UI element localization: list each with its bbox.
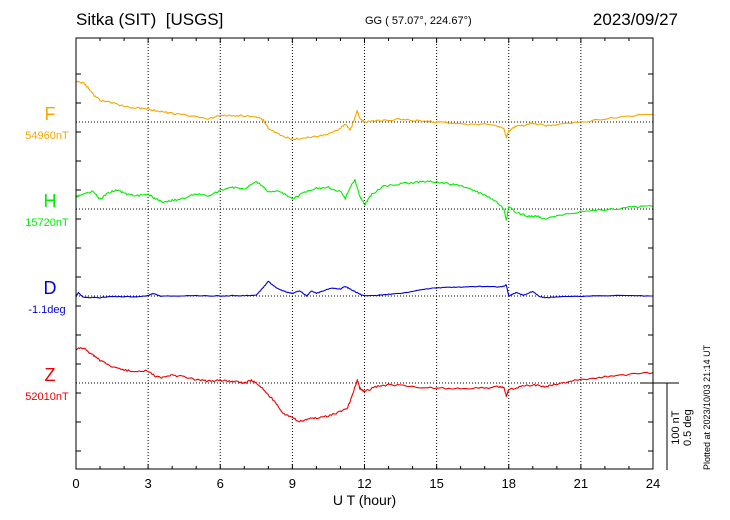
- series-line-F: [75, 80, 654, 141]
- plot-date: 2023/09/27: [592, 10, 678, 29]
- station-name: Sitka (SIT): [76, 10, 157, 29]
- channel-baseline-Z: 52010nT: [25, 391, 69, 403]
- x-tick-label: 12: [357, 476, 371, 491]
- series-line-D: [75, 280, 653, 299]
- grid-lines: [76, 38, 653, 469]
- channel-baseline-H: 15720nT: [25, 217, 69, 229]
- series-line-Z: [75, 347, 654, 423]
- channel-name-Z: Z: [45, 365, 56, 385]
- plotted-timestamp: Plotted at 2023/10/03 21:14 UT: [702, 344, 712, 470]
- x-tick-label: 18: [502, 476, 516, 491]
- scale-bar: [641, 382, 679, 470]
- data-source: [USGS]: [165, 10, 224, 29]
- channel-baseline-D: -1.1deg: [28, 304, 65, 316]
- channel-name-F: F: [45, 104, 56, 124]
- channel-baseline-F: 54960nT: [25, 130, 69, 142]
- x-tick-label: 3: [145, 476, 152, 491]
- axis-ticks: 0 3 6 9 12 15 18 21 24 U T (hour): [72, 38, 660, 508]
- x-tick-label: 24: [646, 476, 660, 491]
- geographic-coords: GG ( 57.07°, 224.67°): [365, 15, 472, 27]
- channel-labels: F 54960nT H 15720nT D -1.1deg Z 52010nT: [25, 104, 69, 403]
- x-tick-label: 21: [574, 476, 588, 491]
- x-tick-label: 0: [72, 476, 79, 491]
- x-tick-label: 15: [429, 476, 443, 491]
- data-traces: [75, 80, 654, 423]
- scale-label-nt: 100 nT: [670, 410, 682, 445]
- series-line-H: [75, 178, 654, 221]
- station-title: Sitka (SIT) [USGS]: [76, 10, 223, 30]
- scale-label-deg: 0.5 deg: [682, 409, 694, 446]
- scale-label: 100 nT 0.5 deg: [670, 409, 694, 446]
- x-tick-label: 9: [289, 476, 296, 491]
- channel-name-D: D: [44, 278, 57, 298]
- channel-name-H: H: [44, 191, 57, 211]
- x-tick-label: 6: [217, 476, 224, 491]
- x-axis-label: U T (hour): [333, 492, 396, 508]
